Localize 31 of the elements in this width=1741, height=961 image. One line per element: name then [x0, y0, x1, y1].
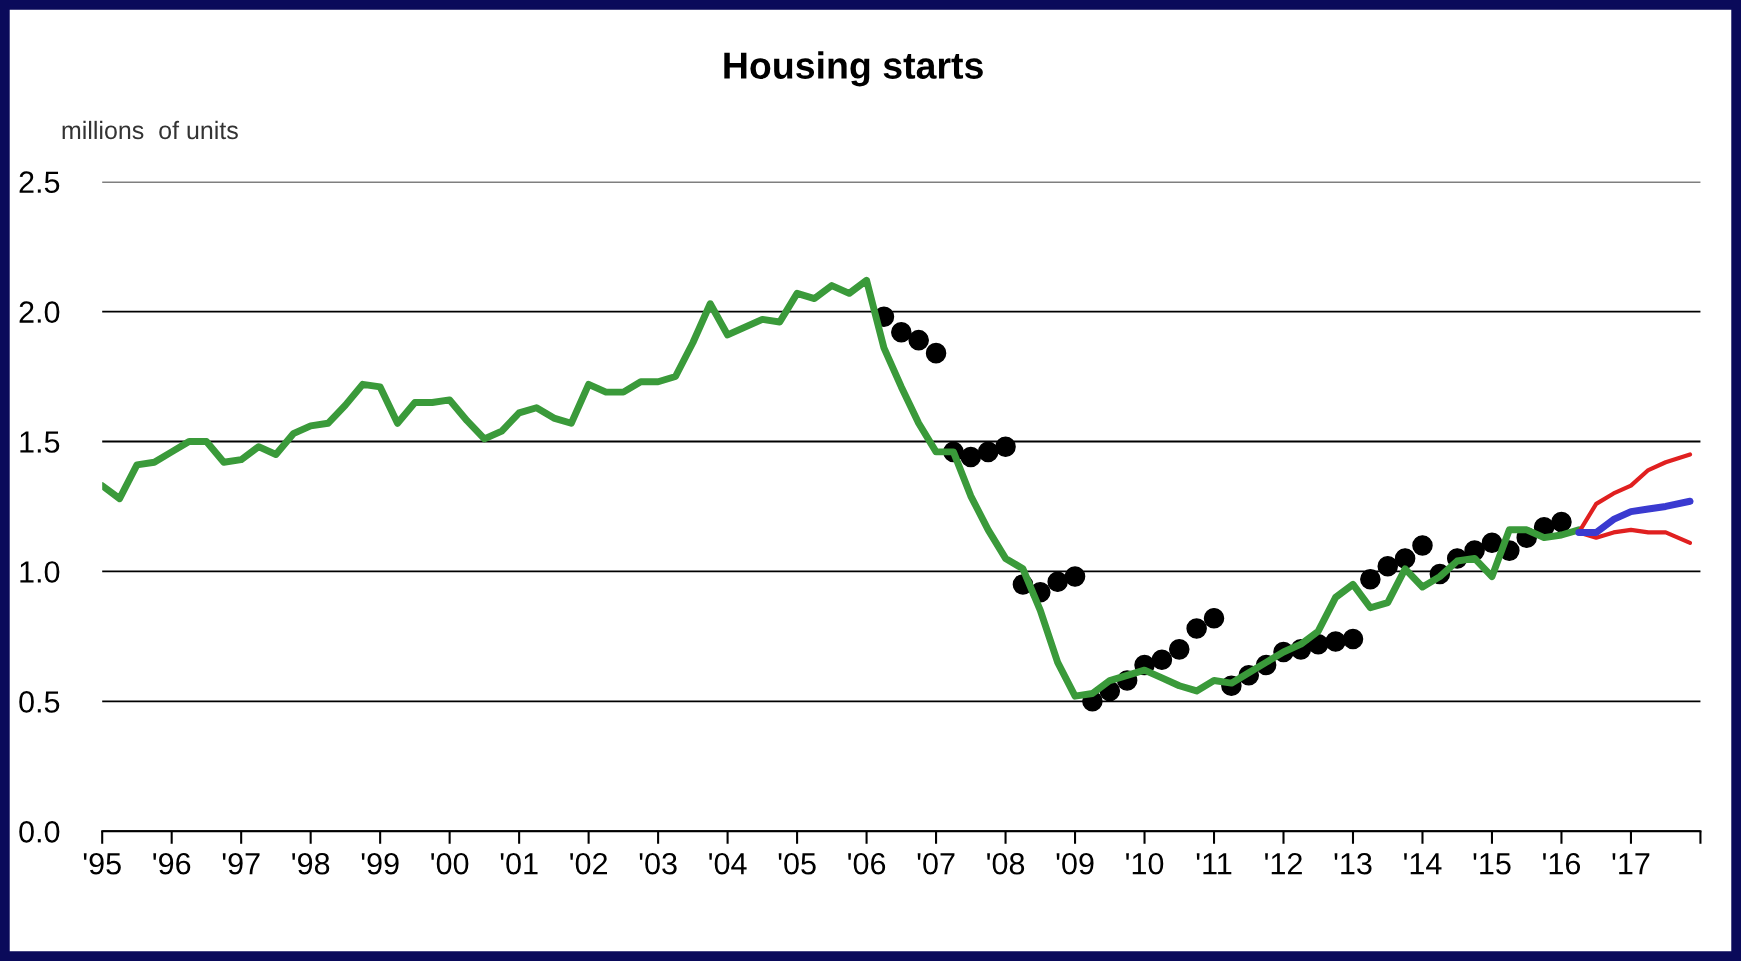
x-tick-label: '01	[500, 852, 538, 875]
x-tick-label: '17	[1612, 853, 1650, 875]
y-tick-label: 0.0	[19, 821, 60, 843]
x-tick-label: '16	[1543, 852, 1581, 875]
x-tick-label: '03	[639, 852, 677, 875]
x-tick-label: '13	[1334, 852, 1372, 875]
y-axis-title: millions of units	[62, 120, 238, 140]
y-tick-label: 0.5	[19, 691, 60, 713]
x-tick-label: '09	[1056, 852, 1094, 875]
x-tick-label: '00	[431, 852, 469, 875]
x-tick-label: '06	[848, 852, 886, 875]
chart-title: Housing starts	[724, 51, 983, 87]
x-tick-label: '95	[83, 852, 121, 875]
x-tick-label: '10	[1126, 852, 1164, 875]
x-tick-label: '12	[1265, 852, 1302, 875]
x-tick-label: '99	[361, 852, 399, 875]
x-tick-label: '14	[1404, 853, 1442, 875]
x-tick-label: '15	[1473, 853, 1511, 875]
x-tick-label: '05	[778, 852, 816, 875]
y-tick-label: 1.0	[20, 561, 60, 583]
x-tick-label: '11	[1196, 853, 1232, 875]
x-tick-label: '98	[292, 852, 330, 875]
y-tick-label: 2.5	[19, 171, 60, 193]
x-tick-label: '08	[987, 852, 1025, 875]
x-tick-label: '04	[709, 852, 747, 875]
x-tick-label: '02	[570, 852, 607, 875]
x-tick-label: '96	[153, 852, 191, 875]
y-tick-label: 2.0	[19, 301, 60, 323]
x-tick-label: '07	[917, 852, 955, 875]
y-tick-label: 1.5	[20, 431, 60, 453]
x-tick-label: '97	[222, 852, 260, 875]
